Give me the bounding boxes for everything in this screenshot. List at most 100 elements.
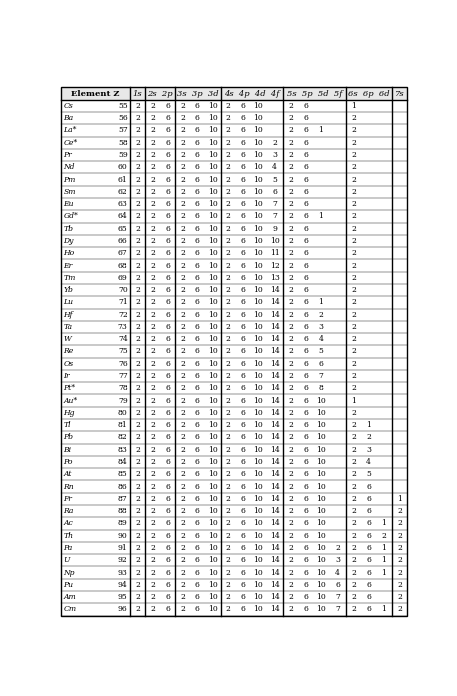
Text: 14: 14 <box>270 470 280 478</box>
Text: 6: 6 <box>195 569 200 576</box>
Text: 6: 6 <box>303 593 308 601</box>
Text: 2: 2 <box>288 445 293 454</box>
Text: 6: 6 <box>240 470 245 478</box>
Text: 6: 6 <box>303 482 308 491</box>
Text: 6: 6 <box>240 495 245 503</box>
Text: 6: 6 <box>366 495 371 503</box>
Text: 2: 2 <box>135 114 140 122</box>
Text: 6: 6 <box>195 347 200 356</box>
Text: 90: 90 <box>118 532 128 540</box>
Text: 2: 2 <box>288 323 293 331</box>
Text: 2: 2 <box>351 299 356 306</box>
Text: 2: 2 <box>351 495 356 503</box>
Text: 6: 6 <box>303 212 308 221</box>
Text: 2: 2 <box>180 397 185 404</box>
Text: 73: 73 <box>118 323 128 331</box>
Text: 2: 2 <box>397 507 402 515</box>
Text: 6: 6 <box>195 127 200 134</box>
Text: 3: 3 <box>335 556 340 564</box>
Text: 2: 2 <box>135 495 140 503</box>
Text: 2: 2 <box>288 200 293 208</box>
Text: 6: 6 <box>303 274 308 282</box>
Text: 10: 10 <box>316 556 326 564</box>
Text: Gd*: Gd* <box>64 212 78 221</box>
Text: 6: 6 <box>240 445 245 454</box>
Text: 6: 6 <box>165 532 170 540</box>
Text: Pb: Pb <box>64 434 74 441</box>
Text: 2: 2 <box>382 532 386 540</box>
Text: 6: 6 <box>319 360 324 367</box>
Text: 2: 2 <box>288 397 293 404</box>
Text: 6: 6 <box>240 225 245 232</box>
Text: Ir: Ir <box>64 372 70 380</box>
Text: 10: 10 <box>316 470 326 478</box>
Text: 6: 6 <box>366 606 371 613</box>
Text: 14: 14 <box>270 397 280 404</box>
Text: 14: 14 <box>270 335 280 343</box>
Text: 2: 2 <box>351 323 356 331</box>
Text: Rn: Rn <box>64 482 74 491</box>
Text: 6: 6 <box>303 200 308 208</box>
Text: 2: 2 <box>135 310 140 319</box>
Text: 2: 2 <box>135 606 140 613</box>
Text: 6: 6 <box>195 372 200 380</box>
Text: 9: 9 <box>272 225 277 232</box>
Text: 2: 2 <box>226 310 230 319</box>
Text: 2: 2 <box>288 556 293 564</box>
Text: 14: 14 <box>270 286 280 294</box>
Text: 2: 2 <box>150 323 155 331</box>
Text: 6: 6 <box>303 507 308 515</box>
Text: 6: 6 <box>303 188 308 196</box>
Text: 6: 6 <box>303 372 308 380</box>
Text: 6: 6 <box>303 286 308 294</box>
Text: 6: 6 <box>240 310 245 319</box>
Text: 7: 7 <box>272 200 277 208</box>
Text: 6: 6 <box>165 310 170 319</box>
Text: 2: 2 <box>288 188 293 196</box>
Text: 6: 6 <box>303 225 308 232</box>
Text: 10: 10 <box>253 569 263 576</box>
Text: 2: 2 <box>180 519 185 528</box>
Text: 10: 10 <box>253 274 263 282</box>
Text: 6: 6 <box>195 114 200 122</box>
Text: 2: 2 <box>180 139 185 147</box>
Text: 6: 6 <box>165 384 170 393</box>
Text: 94: 94 <box>118 581 128 589</box>
Text: 2: 2 <box>351 519 356 528</box>
Text: 1: 1 <box>319 299 324 306</box>
Text: 2: 2 <box>180 409 185 417</box>
Text: 10: 10 <box>208 445 218 454</box>
Text: 2: 2 <box>226 175 230 184</box>
Text: Nd: Nd <box>64 164 75 171</box>
Text: 2: 2 <box>150 544 155 552</box>
Text: 10: 10 <box>316 569 326 576</box>
Text: 10: 10 <box>253 544 263 552</box>
Text: 6: 6 <box>240 372 245 380</box>
Text: 6: 6 <box>165 127 170 134</box>
Text: 2: 2 <box>226 470 230 478</box>
Text: La*: La* <box>64 127 77 134</box>
Text: 6: 6 <box>366 507 371 515</box>
Text: 6: 6 <box>303 335 308 343</box>
Text: 6: 6 <box>240 200 245 208</box>
Text: 1: 1 <box>382 519 386 528</box>
Text: 2: 2 <box>226 458 230 466</box>
Text: 6: 6 <box>240 274 245 282</box>
Text: 6: 6 <box>165 434 170 441</box>
Text: Ac: Ac <box>64 519 73 528</box>
Text: 14: 14 <box>270 532 280 540</box>
Text: 6: 6 <box>240 151 245 159</box>
Text: 78: 78 <box>118 384 128 393</box>
Text: 10: 10 <box>316 421 326 429</box>
Text: 2: 2 <box>135 274 140 282</box>
Text: 10: 10 <box>208 434 218 441</box>
Text: 7: 7 <box>319 372 324 380</box>
Text: 14: 14 <box>270 323 280 331</box>
Text: 6: 6 <box>303 569 308 576</box>
Text: 57: 57 <box>118 127 128 134</box>
Text: 6: 6 <box>195 482 200 491</box>
Text: 10: 10 <box>253 360 263 367</box>
Text: 14: 14 <box>270 482 280 491</box>
Text: 2: 2 <box>351 372 356 380</box>
Text: 2: 2 <box>135 593 140 601</box>
